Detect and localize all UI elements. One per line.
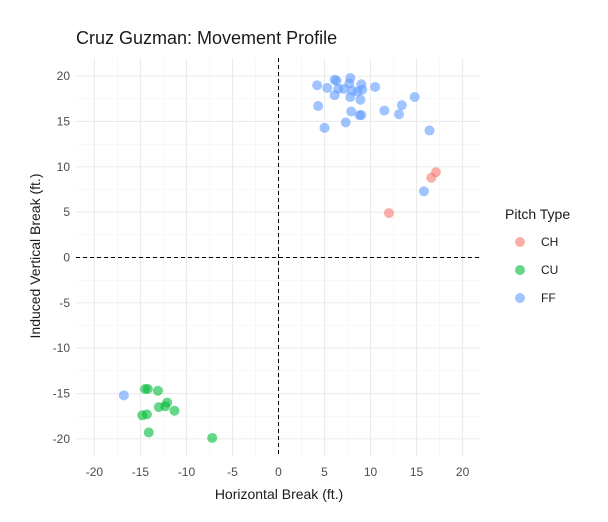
data-point-cu: [143, 427, 154, 438]
x-tick-label: 15: [410, 465, 424, 479]
data-point-ff: [409, 91, 420, 102]
x-tick-label: 5: [321, 465, 328, 479]
data-point-cu: [152, 385, 163, 396]
y-tick-label: -15: [53, 387, 71, 401]
data-point-ff: [424, 125, 435, 136]
data-point-ff: [313, 101, 324, 112]
chart-title: Cruz Guzman: Movement Profile: [76, 28, 337, 48]
data-point-ch: [430, 167, 441, 178]
y-tick-label: 0: [63, 251, 70, 265]
y-tick-label: 15: [57, 114, 71, 128]
data-point-cu: [162, 397, 173, 408]
data-point-ff: [418, 186, 429, 197]
x-tick-label: 0: [275, 465, 282, 479]
data-point-ff: [329, 90, 340, 101]
data-point-ff: [379, 105, 390, 116]
data-point-ff: [346, 106, 357, 117]
data-point-cu: [169, 405, 180, 416]
data-point-ff: [345, 91, 356, 102]
data-point-cu: [207, 432, 218, 443]
data-point-ff: [322, 82, 333, 93]
data-point-ff: [394, 109, 405, 120]
data-point-ff: [312, 80, 323, 91]
legend: Pitch Type CH CU FF: [505, 206, 570, 305]
legend-key-cu: [515, 265, 525, 275]
data-point-ff: [355, 94, 366, 105]
data-point-ff: [331, 75, 342, 86]
legend-label-ff: FF: [541, 291, 556, 305]
data-point-ff: [396, 100, 407, 111]
y-tick-label: 20: [57, 69, 71, 83]
data-point-ff: [357, 84, 368, 95]
x-tick-label: -15: [132, 465, 150, 479]
data-point-ff: [340, 117, 351, 128]
data-point-ff: [118, 390, 129, 401]
data-point-ff: [356, 110, 367, 121]
y-tick-label: -5: [59, 296, 70, 310]
y-axis-title: Induced Vertical Break (ft.): [27, 174, 43, 339]
x-tick-label: 10: [364, 465, 378, 479]
data-point-ch: [383, 208, 394, 219]
data-point-ff: [319, 122, 330, 133]
x-tick-label: 20: [456, 465, 470, 479]
x-tick-label: -10: [178, 465, 196, 479]
legend-title: Pitch Type: [505, 206, 570, 222]
data-point-cu: [141, 409, 152, 420]
y-tick-label: 10: [57, 160, 71, 174]
y-tick-label: 5: [63, 205, 70, 219]
legend-key-ch: [515, 237, 525, 247]
x-axis-title: Horizontal Break (ft.): [215, 486, 343, 502]
data-point-ff: [370, 82, 381, 93]
legend-key-ff: [515, 293, 525, 303]
legend-label-ch: CH: [541, 235, 558, 249]
x-tick-label: -20: [86, 465, 104, 479]
x-tick-label: -5: [227, 465, 238, 479]
legend-label-cu: CU: [541, 263, 558, 277]
y-tick-label: -10: [53, 341, 71, 355]
data-point-cu: [142, 383, 153, 394]
y-tick-label: -20: [53, 432, 71, 446]
